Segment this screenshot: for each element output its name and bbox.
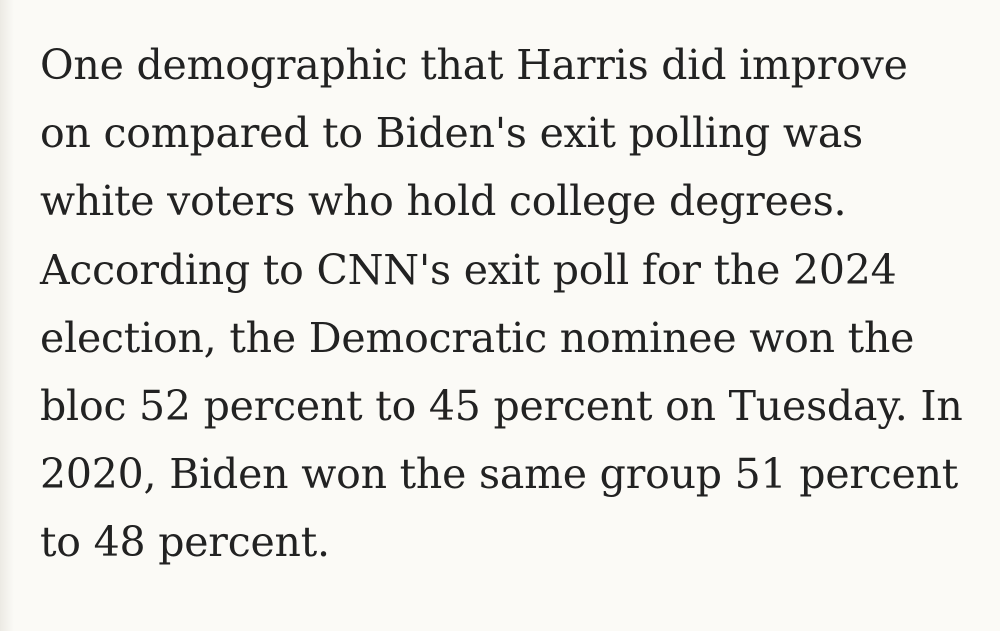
paragraph-line-2: on compared to Biden's exit polling was <box>40 109 863 158</box>
paragraph-line-3: white voters who hold college degrees. <box>40 177 847 226</box>
page-edge-shadow <box>0 0 14 631</box>
paragraph-line-4: According to CNN's exit poll for the 202… <box>40 245 897 294</box>
paragraph-line-8: to 48 percent. <box>40 518 330 567</box>
paragraph-line-1: One demographic that Harris did improve <box>40 41 908 89</box>
article-paragraph: One demographic that Harris did improve … <box>40 31 980 577</box>
paragraph-line-7: 2020, Biden won the same group 51 percen… <box>40 450 959 499</box>
paragraph-line-6: bloc 52 percent to 45 percent on Tuesday… <box>40 382 963 431</box>
paragraph-line-5: election, the Democratic nominee won the <box>40 313 915 362</box>
